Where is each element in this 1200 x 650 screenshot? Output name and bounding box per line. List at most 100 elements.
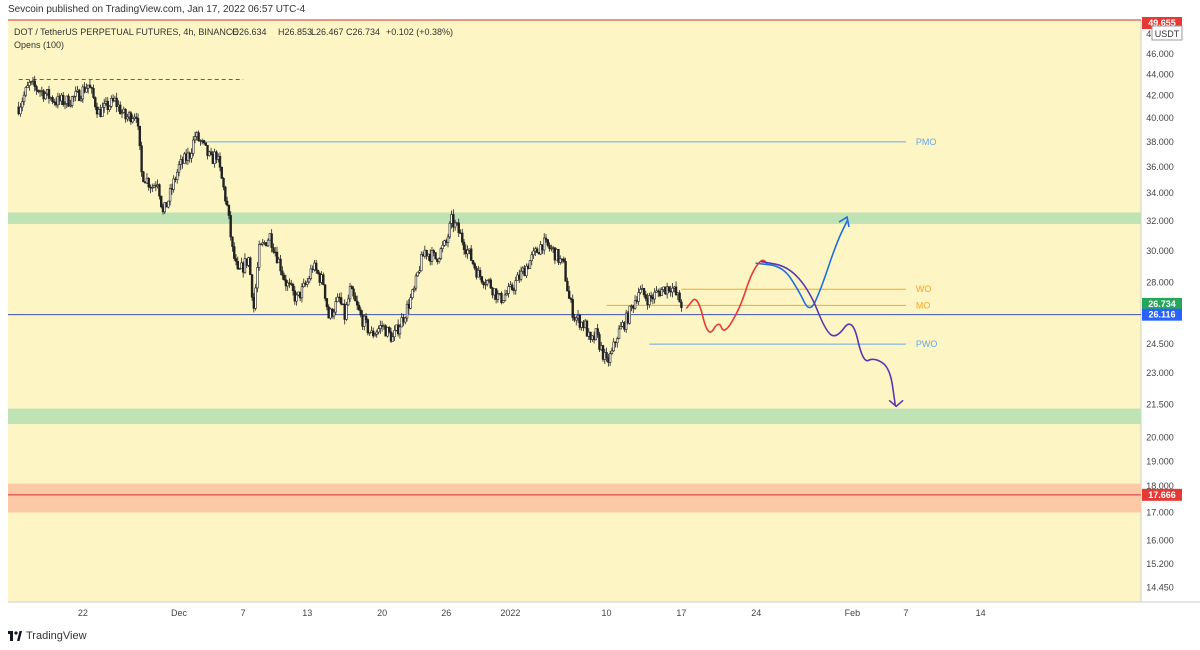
candle[interactable]: [496, 290, 500, 303]
candle[interactable]: [366, 318, 370, 336]
candle[interactable]: [115, 92, 118, 113]
candle[interactable]: [275, 246, 279, 264]
candle[interactable]: [88, 79, 92, 88]
candle[interactable]: [616, 336, 619, 348]
candle[interactable]: [642, 288, 646, 298]
candle[interactable]: [270, 229, 273, 253]
candle[interactable]: [596, 323, 599, 338]
candle[interactable]: [505, 289, 509, 296]
candle[interactable]: [619, 321, 623, 330]
candle[interactable]: [101, 102, 104, 117]
candle[interactable]: [78, 88, 81, 102]
candle[interactable]: [412, 285, 416, 293]
candle[interactable]: [259, 243, 263, 246]
candle[interactable]: [405, 300, 409, 322]
candle[interactable]: [74, 86, 77, 102]
candle[interactable]: [136, 113, 140, 130]
candle[interactable]: [227, 204, 231, 220]
candle[interactable]: [420, 251, 423, 272]
candle[interactable]: [680, 299, 683, 312]
candle[interactable]: [530, 251, 533, 266]
candle[interactable]: [85, 83, 88, 93]
candle[interactable]: [229, 211, 232, 241]
candle[interactable]: [131, 114, 134, 124]
candle[interactable]: [238, 267, 241, 270]
candle[interactable]: [411, 288, 414, 300]
candle[interactable]: [409, 293, 412, 310]
candle[interactable]: [352, 286, 355, 300]
candle[interactable]: [314, 259, 318, 274]
candle[interactable]: [379, 320, 382, 334]
candle[interactable]: [371, 327, 375, 339]
candle[interactable]: [441, 241, 444, 253]
candle[interactable]: [448, 221, 451, 239]
candle[interactable]: [69, 99, 72, 108]
candle[interactable]: [418, 266, 421, 275]
candle[interactable]: [434, 252, 437, 260]
candle[interactable]: [206, 144, 209, 160]
candle[interactable]: [478, 267, 482, 281]
candle[interactable]: [79, 95, 83, 102]
candle[interactable]: [249, 256, 252, 275]
candle[interactable]: [67, 93, 70, 108]
candle[interactable]: [231, 236, 234, 252]
candle[interactable]: [480, 275, 484, 285]
candle[interactable]: [167, 200, 170, 209]
candle[interactable]: [19, 103, 22, 117]
candle[interactable]: [377, 325, 380, 335]
candle[interactable]: [44, 91, 47, 100]
candle[interactable]: [204, 142, 207, 146]
candle[interactable]: [657, 288, 660, 298]
candle[interactable]: [564, 257, 567, 282]
candle[interactable]: [332, 308, 336, 320]
candle[interactable]: [598, 331, 601, 352]
candle[interactable]: [359, 306, 362, 318]
candle[interactable]: [209, 147, 213, 156]
candle[interactable]: [286, 280, 289, 291]
candle[interactable]: [562, 256, 566, 264]
candle[interactable]: [569, 297, 573, 303]
candle[interactable]: [306, 277, 309, 288]
candle[interactable]: [544, 233, 548, 243]
candle[interactable]: [323, 284, 327, 302]
candle[interactable]: [192, 136, 195, 157]
candle[interactable]: [514, 276, 517, 295]
candle[interactable]: [653, 288, 656, 304]
candle[interactable]: [256, 262, 259, 293]
candle[interactable]: [302, 278, 305, 288]
candle[interactable]: [176, 169, 179, 184]
candle[interactable]: [548, 242, 551, 252]
candle[interactable]: [608, 350, 612, 366]
price-tag-26.116[interactable]: 26.116: [1142, 308, 1182, 321]
candle[interactable]: [339, 292, 343, 306]
candle[interactable]: [347, 294, 350, 306]
candle[interactable]: [147, 177, 150, 191]
candle[interactable]: [466, 245, 469, 259]
candle[interactable]: [507, 282, 510, 298]
candle[interactable]: [119, 101, 122, 115]
candle[interactable]: [439, 247, 443, 260]
candle[interactable]: [62, 91, 65, 107]
candle[interactable]: [300, 283, 304, 303]
candle[interactable]: [193, 131, 197, 144]
candle[interactable]: [33, 75, 36, 92]
candle[interactable]: [489, 277, 492, 290]
candle[interactable]: [24, 86, 28, 98]
candle[interactable]: [322, 272, 325, 286]
candle[interactable]: [334, 297, 337, 315]
candle[interactable]: [126, 113, 129, 122]
candle[interactable]: [220, 166, 223, 179]
candle[interactable]: [368, 332, 371, 337]
candle[interactable]: [391, 332, 394, 342]
candle[interactable]: [473, 261, 476, 271]
candle[interactable]: [628, 305, 631, 325]
candle[interactable]: [222, 177, 225, 191]
projection-path-blue[interactable]: [755, 220, 848, 309]
candle[interactable]: [102, 98, 106, 113]
candle[interactable]: [678, 290, 681, 303]
candle[interactable]: [236, 256, 240, 270]
candle[interactable]: [432, 249, 435, 257]
candle[interactable]: [291, 282, 295, 296]
candle[interactable]: [637, 287, 640, 305]
